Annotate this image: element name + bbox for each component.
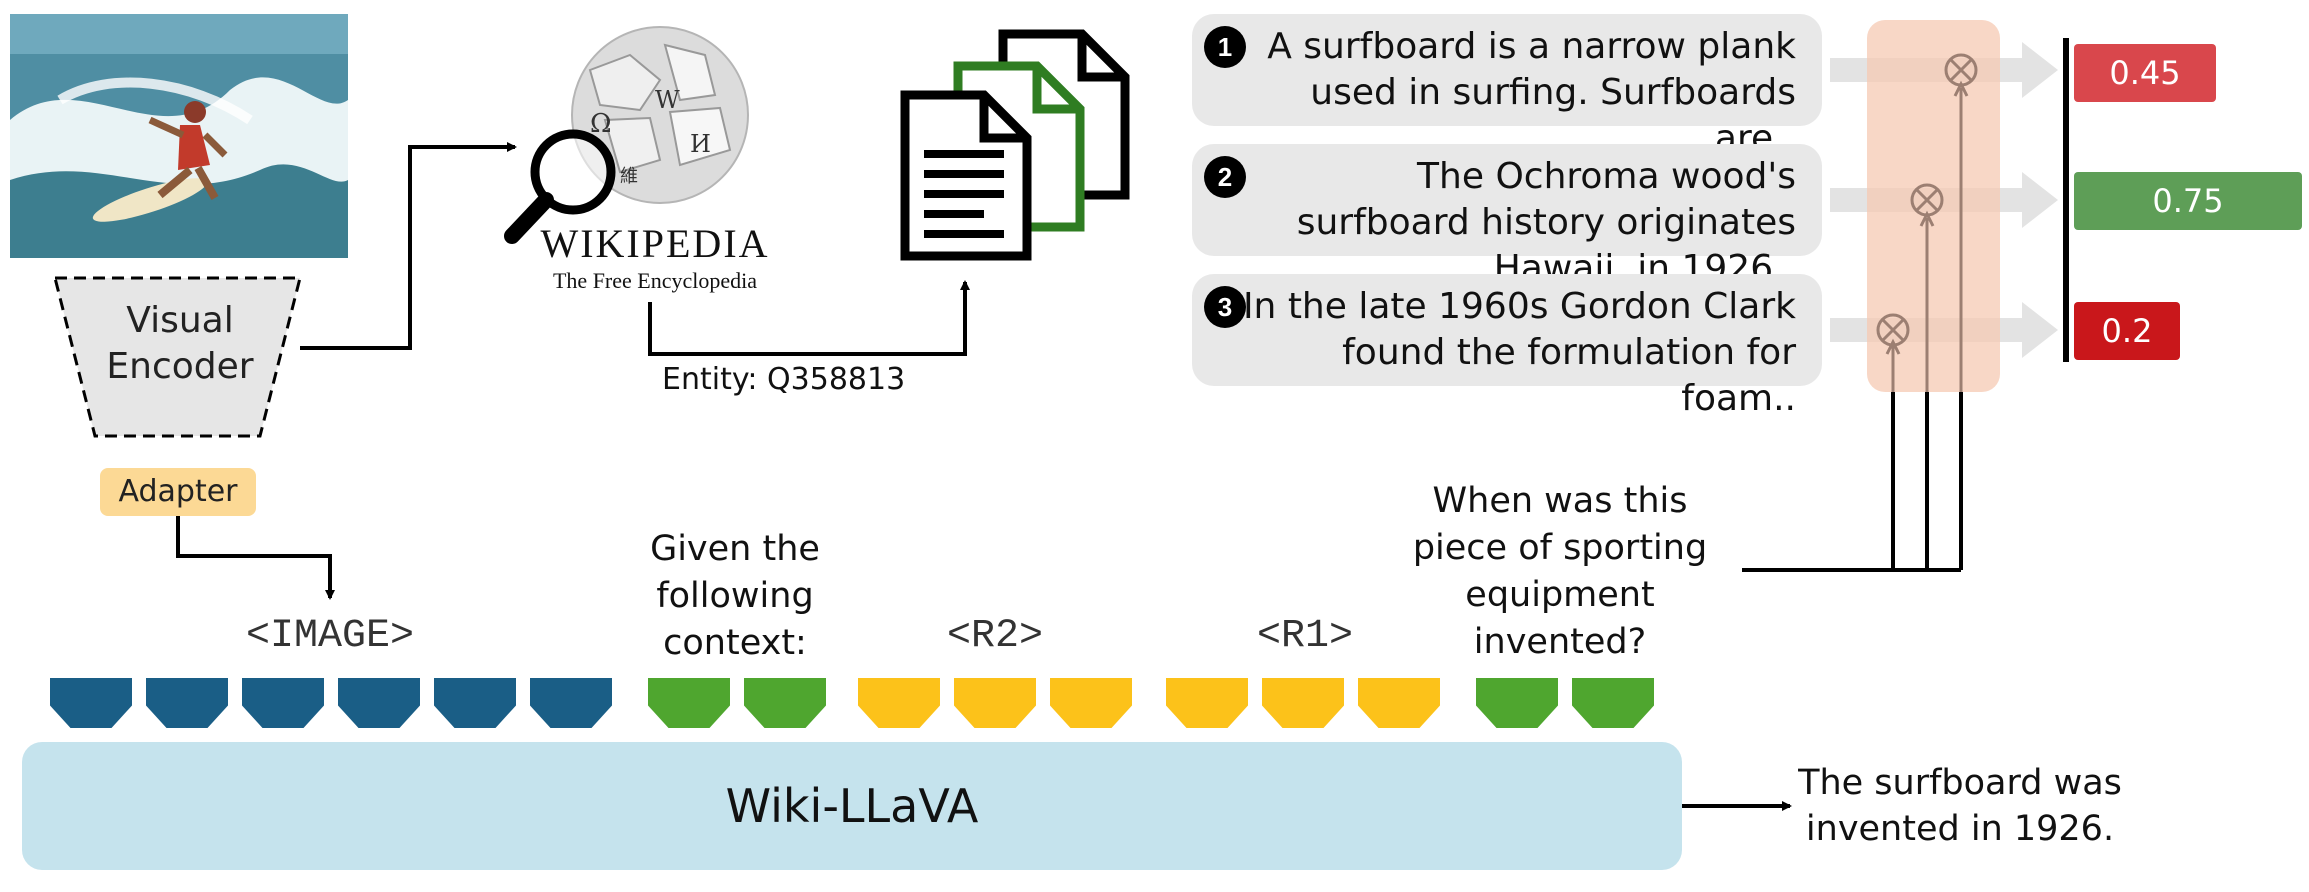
passage-number: 1 — [1204, 26, 1246, 68]
passage-text: The Ochroma wood's surfboard history ori… — [1296, 156, 1796, 289]
question-token — [1572, 678, 1654, 728]
image-token — [434, 678, 516, 728]
score-badge-1: 0.45 — [2074, 44, 2216, 102]
score-badge-3: 0.2 — [2074, 302, 2180, 360]
context-token — [648, 678, 730, 728]
token-row — [50, 678, 1654, 728]
surfer-photo — [10, 14, 348, 258]
svg-text:維: 維 — [620, 166, 638, 187]
question-text: When was this piece of sporting equipmen… — [1412, 481, 1708, 662]
r2-token — [858, 678, 940, 728]
r2-token-tag: <R2> — [946, 614, 1043, 659]
encoder-to-wiki-arrow — [300, 142, 517, 350]
documents-icon — [900, 29, 1130, 261]
magnifier-icon — [504, 129, 616, 244]
image-token — [530, 678, 612, 728]
svg-text:W: W — [655, 86, 680, 114]
multiply-icons — [1876, 53, 1978, 347]
adapter-to-image-arrow — [176, 516, 335, 600]
passage-text: A surfboard is a narrow plank used in su… — [1267, 26, 1796, 159]
adapter-box: Adapter — [100, 468, 256, 516]
llava-model-box: Wiki-LLaVA — [22, 742, 1682, 870]
question-connector — [1742, 392, 1963, 572]
answer-text: The surfboard was invented in 1926. — [1798, 763, 2122, 849]
r2-token — [1050, 678, 1132, 728]
r1-token — [1166, 678, 1248, 728]
r1-token-tag: <R1> — [1256, 614, 1353, 659]
image-token — [338, 678, 420, 728]
r1-token — [1358, 678, 1440, 728]
image-token-tag: <IMAGE> — [245, 614, 415, 659]
svg-text:И: И — [690, 130, 711, 158]
model-name: Wiki-LLaVA — [725, 779, 979, 833]
question-token — [1476, 678, 1558, 728]
context-prompt-text: Given the following context: — [650, 529, 820, 663]
passage-2: 2 The Ochroma wood's surfboard history o… — [1192, 144, 1822, 289]
score-badge-2: 0.75 — [2074, 172, 2302, 230]
svg-text:Ω: Ω — [590, 109, 612, 139]
wikipedia-tagline: The Free Encyclopedia — [552, 268, 757, 293]
passage-text: In the late 1960s Gordon Clark found the… — [1242, 286, 1796, 419]
image-token — [242, 678, 324, 728]
r1-token — [1262, 678, 1344, 728]
passage-number: 3 — [1204, 286, 1246, 328]
wiki-to-docs-arrow — [648, 280, 970, 356]
entity-label: Entity: Q358813 — [662, 362, 906, 397]
encoder-label-line1: Visual — [126, 300, 234, 341]
encoder-label-line2: Encoder — [106, 346, 254, 387]
wikipedia-wordmark: WIKIPEDIA — [540, 221, 770, 266]
wikipedia-globe-icon: Ω W И 維 — [571, 26, 749, 204]
visual-encoder-label: Visual Encoder — [75, 298, 285, 390]
passage-3: 3 In the late 1960s Gordon Clark found t… — [1192, 274, 1822, 419]
passage-1: 1 A surfboard is a narrow plank used in … — [1192, 14, 1822, 159]
context-token — [744, 678, 826, 728]
passage-number: 2 — [1204, 156, 1246, 198]
image-token — [146, 678, 228, 728]
image-token — [50, 678, 132, 728]
visual-encoder-shape — [53, 276, 302, 438]
r2-token — [954, 678, 1036, 728]
